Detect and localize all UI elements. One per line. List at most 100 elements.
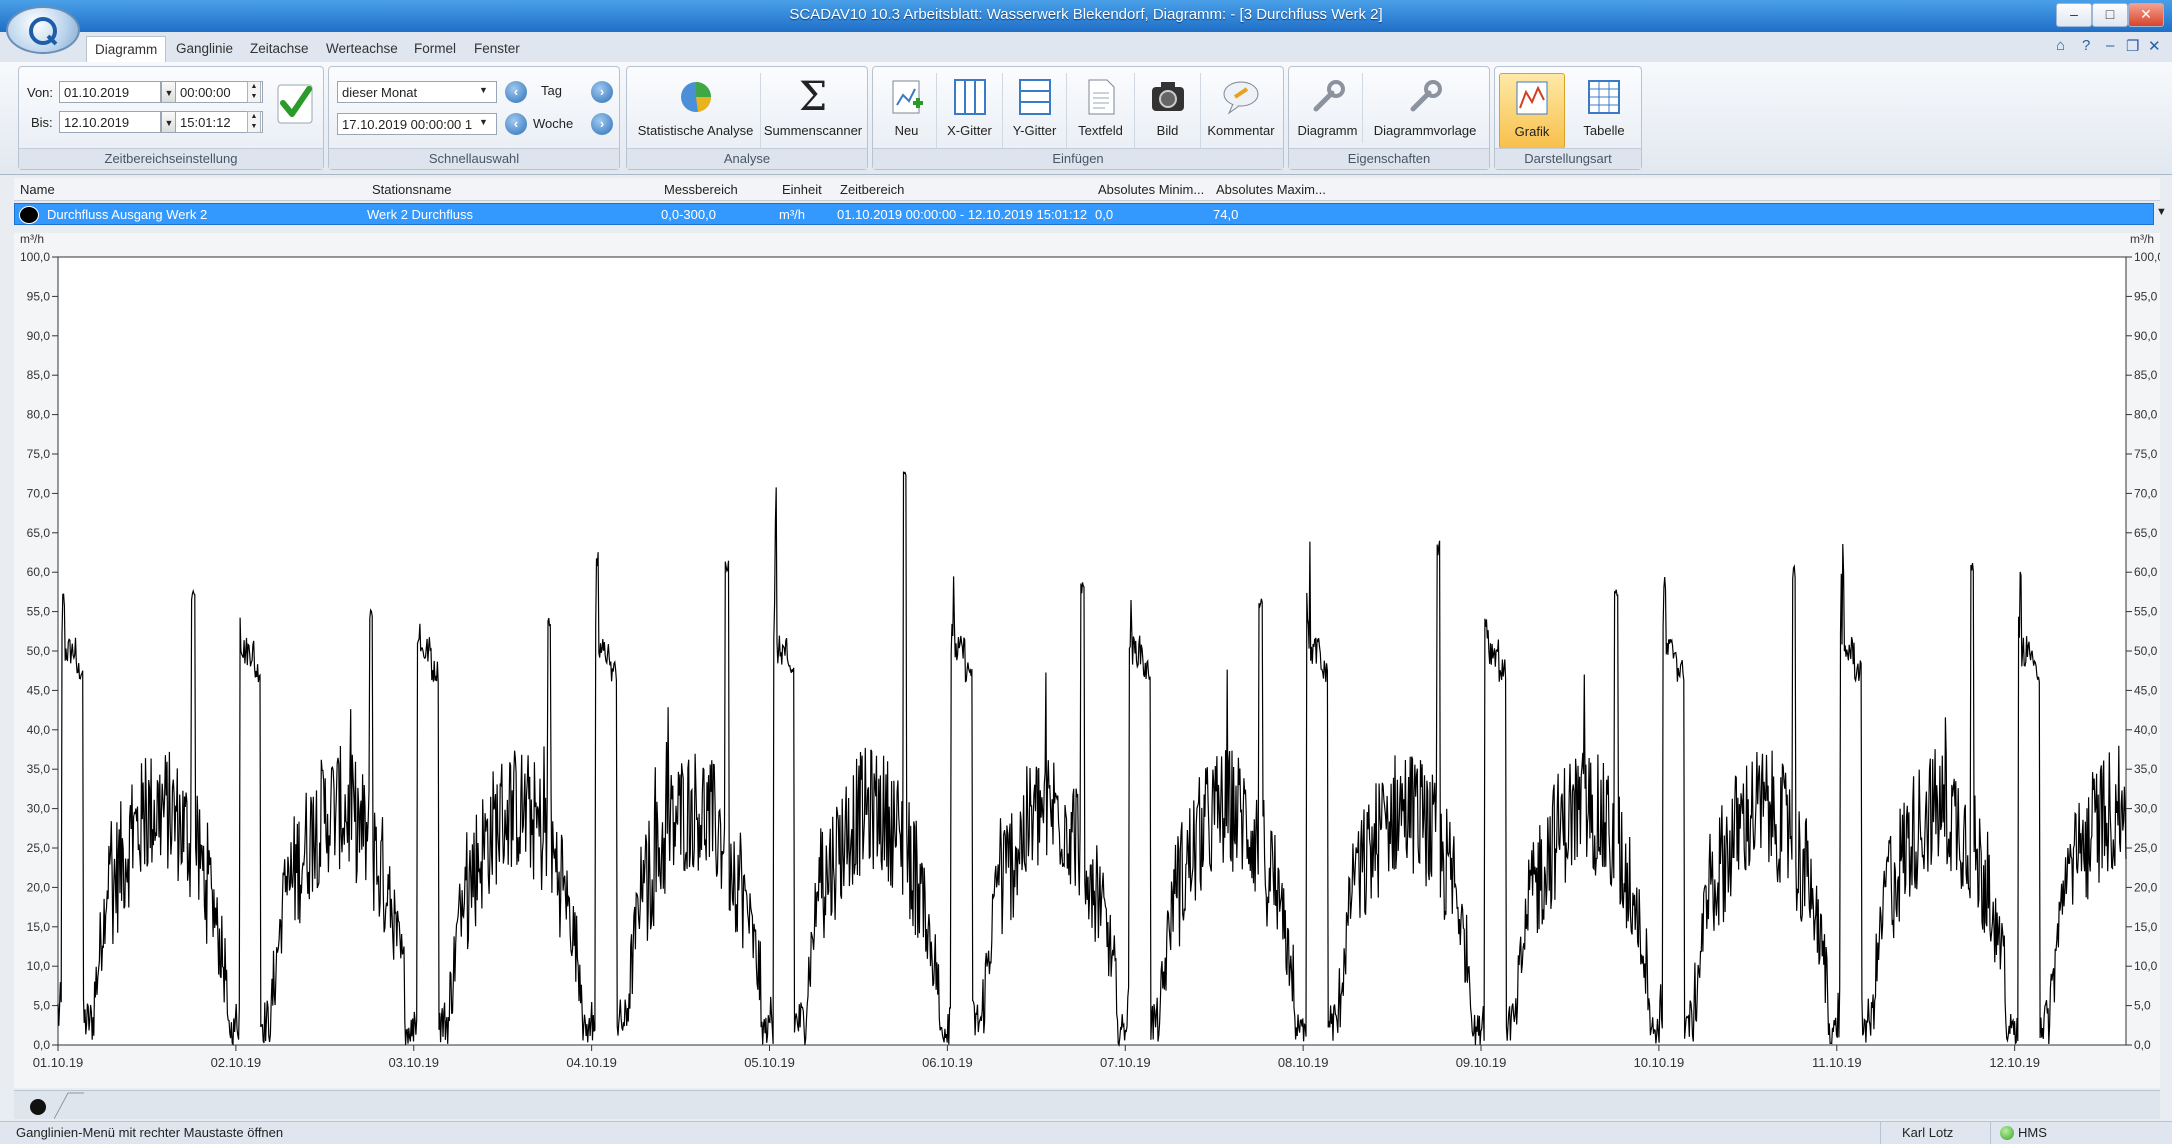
tab-zeitachse[interactable]: Zeitachse — [250, 41, 309, 56]
col-station[interactable]: Stationsname — [372, 182, 452, 197]
col-max[interactable]: Absolutes Maxim... — [1216, 182, 1326, 197]
mdi-minimize-button[interactable]: – — [2106, 37, 2115, 54]
kommentar-button[interactable]: Kommentar — [1201, 73, 1281, 149]
col-timerange[interactable]: Zeitbereich — [840, 182, 905, 197]
statistical-analysis-button[interactable]: Statistische Analyse — [631, 73, 761, 149]
series-tab-icon[interactable] — [30, 1099, 46, 1115]
menu-tab-bar: Diagramm Ganglinie Zeitachse Werteachse … — [0, 32, 2172, 63]
y-tick-label-left: 10,0 — [27, 959, 51, 973]
y-tick-label-left: 50,0 — [27, 644, 51, 658]
y-tick-label-right: 60,0 — [2134, 565, 2158, 579]
y-tick-label-left: 40,0 — [27, 723, 51, 737]
y-tick-label-right: 55,0 — [2134, 605, 2158, 619]
y-unit-left: m³/h — [20, 233, 44, 246]
y-tick-label-left: 75,0 — [27, 447, 51, 461]
y-tick-label-left: 55,0 — [27, 605, 51, 619]
home-icon[interactable]: ⌂ — [2056, 37, 2066, 54]
y-tick-label-right: 100,0 — [2134, 250, 2160, 264]
grafik-button[interactable]: Grafik — [1499, 73, 1565, 149]
date-select[interactable]: 17.10.2019 00:00:00 1 — [337, 113, 497, 135]
next-week-button[interactable]: › — [591, 113, 613, 135]
close-button[interactable]: ✕ — [2128, 3, 2164, 27]
y-tick-label-right: 70,0 — [2134, 486, 2158, 500]
y-gitter-button[interactable]: Y-Gitter — [1003, 73, 1067, 149]
help-icon[interactable]: ? — [2082, 37, 2091, 54]
y-tick-label-left: 35,0 — [27, 762, 51, 776]
chart-area[interactable]: 0,0 0,0 5,0 5,0 10,0 10,0 15,0 15,0 20,0 20,0 25,0… — [14, 233, 2160, 1088]
tab-ganglinie[interactable]: Ganglinie — [176, 41, 234, 56]
mdi-restore-button[interactable]: ❐ — [2126, 38, 2140, 55]
row-timerange: 01.10.2019 00:00:00 - 12.10.2019 15:01:1… — [837, 207, 1088, 222]
textfeld-button[interactable]: Textfeld — [1067, 73, 1135, 149]
y-tick-label-left: 70,0 — [27, 486, 51, 500]
group-label: Schnellauswahl — [329, 148, 619, 169]
next-day-button[interactable]: › — [591, 81, 613, 103]
col-min[interactable]: Absolutes Minim... — [1098, 182, 1205, 197]
tab-werteachse[interactable]: Werteachse — [326, 41, 398, 56]
group-eigenschaften: Diagramm Diagrammvorlage Eigenschaften — [1288, 66, 1490, 170]
group-time-range: Von: 01.10.2019 ▼ 00:00:00 ▲ ▼ Bis: 12.10… — [18, 66, 324, 170]
tabelle-button[interactable]: Tabelle — [1569, 73, 1639, 149]
prev-day-button[interactable]: ‹ — [505, 81, 527, 103]
button-label: Statistische Analyse — [637, 123, 754, 138]
table-row[interactable]: Durchfluss Ausgang Werk 2 Werk 2 Durchfl… — [14, 203, 2154, 225]
y-tick-label-left: 45,0 — [27, 683, 51, 697]
button-label: Bild — [1156, 123, 1179, 138]
status-bar: Ganglinien-Menü mit rechter Maustaste öf… — [0, 1121, 2172, 1144]
y-grid-icon — [1018, 79, 1051, 115]
period-select[interactable]: dieser Monat — [337, 81, 497, 103]
status-text: Ganglinien-Menü mit rechter Maustaste öf… — [16, 1125, 284, 1140]
von-time-field[interactable]: 00:00:00 — [175, 81, 263, 103]
neu-button[interactable]: Neu — [877, 73, 937, 149]
x-tick-label: 06.10.19 — [922, 1055, 973, 1070]
row-name: Durchfluss Ausgang Werk 2 — [47, 207, 208, 222]
line-chart[interactable]: 0,0 0,0 5,0 5,0 10,0 10,0 15,0 15,0 20,0 20,0 25,0… — [14, 233, 2160, 1088]
mdi-close-button[interactable]: ✕ — [2148, 38, 2161, 55]
y-tick-label-right: 75,0 — [2134, 447, 2158, 461]
y-tick-label-right: 25,0 — [2134, 841, 2158, 855]
tab-formel[interactable]: Formel — [414, 41, 457, 56]
tab-diagramm[interactable]: Diagramm — [86, 36, 167, 62]
diagramm-properties-button[interactable]: Diagramm — [1293, 73, 1363, 143]
button-label: Diagrammvorlage — [1373, 123, 1477, 138]
summenscanner-button[interactable]: Σ Summenscanner — [761, 73, 865, 149]
tag-label: Tag — [541, 83, 562, 98]
series-color-swatch — [19, 206, 39, 224]
minimize-button[interactable]: – — [2056, 3, 2092, 27]
col-unit[interactable]: Einheit — [782, 182, 822, 197]
y-tick-label-right: 10,0 — [2134, 959, 2158, 973]
x-tick-label: 02.10.19 — [211, 1055, 262, 1070]
sigma-icon: Σ — [798, 74, 828, 120]
von-time-spinner[interactable]: ▲ ▼ — [247, 81, 261, 103]
maximize-button[interactable]: □ — [2092, 3, 2128, 27]
y-tick-label-left: 20,0 — [27, 880, 51, 894]
table-icon — [1588, 80, 1620, 114]
chevron-down-icon: ▼ — [479, 85, 488, 95]
bild-button[interactable]: Bild — [1135, 73, 1201, 149]
col-range[interactable]: Messbereich — [664, 182, 738, 197]
row-dropdown-icon[interactable]: ▼ — [2156, 206, 2167, 218]
prev-week-button[interactable]: ‹ — [505, 113, 527, 135]
bis-time-spinner[interactable]: ▲ ▼ — [247, 111, 261, 133]
bis-time-field[interactable]: 15:01:12 — [175, 111, 263, 133]
x-tick-label: 07.10.19 — [1100, 1055, 1151, 1070]
col-name[interactable]: Name — [20, 182, 55, 197]
y-tick-label-right: 30,0 — [2134, 802, 2158, 816]
tab-fenster[interactable]: Fenster — [474, 41, 520, 56]
x-tick-label: 08.10.19 — [1278, 1055, 1329, 1070]
x-tick-label: 11.10.19 — [1812, 1055, 1862, 1070]
diagrammvorlage-button[interactable]: Diagrammvorlage — [1363, 73, 1487, 143]
y-tick-label-right: 15,0 — [2134, 920, 2158, 934]
app-logo-icon[interactable] — [6, 6, 80, 54]
x-gitter-button[interactable]: X-Gitter — [937, 73, 1003, 149]
y-tick-label-right: 80,0 — [2134, 408, 2158, 422]
x-tick-label: 09.10.19 — [1456, 1055, 1507, 1070]
group-label: Zeitbereichseinstellung — [19, 148, 323, 169]
comment-icon — [1223, 81, 1259, 115]
von-date-field[interactable]: 01.10.2019 — [59, 81, 161, 103]
apply-checkmark-icon[interactable] — [275, 79, 315, 133]
group-einfuegen: Neu X-Gitter Y-Gitter Textfeld Bild Komm… — [872, 66, 1284, 170]
bis-date-field[interactable]: 12.10.2019 — [59, 111, 161, 133]
wrench-icon — [1313, 80, 1345, 112]
y-tick-label-left: 95,0 — [27, 289, 51, 303]
